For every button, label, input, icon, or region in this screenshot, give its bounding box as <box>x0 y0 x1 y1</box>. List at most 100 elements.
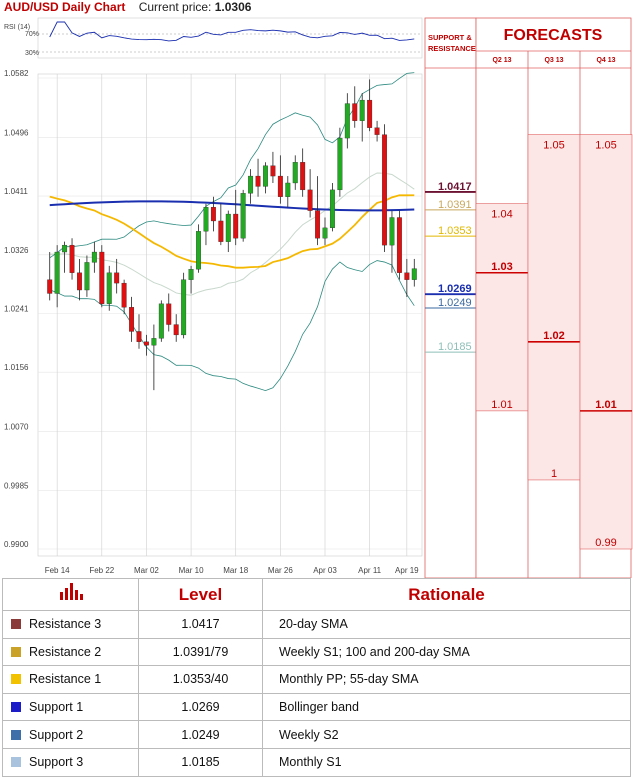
color-swatch <box>11 702 21 713</box>
sr-level-label: 1.0249 <box>438 297 472 309</box>
candle-body <box>62 244 68 253</box>
candle-body <box>181 279 187 336</box>
candle-body <box>129 307 135 332</box>
levels-header-row: Level Rationale <box>2 578 631 611</box>
candle-body <box>285 182 291 197</box>
color-swatch <box>11 757 21 768</box>
candle-body <box>84 262 90 291</box>
candle-body <box>307 189 313 211</box>
y-tick-label: 1.0156 <box>4 363 29 372</box>
rsi-tick-30: 30% <box>25 50 39 57</box>
candle-body <box>233 213 239 239</box>
candle-body <box>389 217 395 246</box>
color-swatch <box>11 646 21 657</box>
chart-header: AUD/USD Daily Chart Current price: 1.030… <box>4 0 251 14</box>
candle-body <box>77 272 82 291</box>
candle-body <box>106 272 112 304</box>
candle-body <box>151 338 157 346</box>
level-value: 1.0391/79 <box>138 637 263 667</box>
level-value: 1.0417 <box>138 610 263 639</box>
level-name-cell: Support 3 <box>2 747 139 777</box>
forecast-median: 1.03 <box>491 261 512 273</box>
candle-body <box>382 134 387 246</box>
level-name: Support 3 <box>29 755 84 770</box>
y-tick-label: 1.0326 <box>4 246 29 255</box>
forecast-range-bar <box>475 203 529 412</box>
candle-body <box>136 331 142 342</box>
candle-body <box>315 210 321 239</box>
level-value: 1.0353/40 <box>138 665 263 694</box>
candle-body <box>121 282 127 308</box>
level-rationale: Weekly S1; 100 and 200-day SMA <box>262 637 631 667</box>
sma-200-line <box>49 200 415 212</box>
candle-body <box>411 268 417 280</box>
level-value: 1.0269 <box>138 692 263 722</box>
forecast-title: FORECASTS <box>504 27 603 44</box>
x-tick-label: Apr 19 <box>395 566 419 575</box>
y-tick-label: 1.0582 <box>4 69 29 78</box>
plot-area <box>37 73 423 557</box>
table-row: Resistance 1 1.0353/40 Monthly PP; 55-day … <box>2 665 631 694</box>
level-col-header: Level <box>138 578 263 611</box>
candle-body <box>352 103 358 121</box>
price-chart: RSI (14) 70% 30% 1.0582 1.0496 1.0411 1.032… <box>4 17 633 578</box>
bar-chart-icon-glyph <box>59 583 83 600</box>
level-name: Support 2 <box>29 727 84 742</box>
candle-body <box>166 303 172 325</box>
candle-body <box>255 175 261 187</box>
price-label: Current price: <box>138 0 212 14</box>
rsi-tick-70: 70% <box>25 31 39 38</box>
y-tick-label: 1.0070 <box>4 423 29 432</box>
candle-body <box>396 217 402 273</box>
candle-body <box>300 162 306 191</box>
level-value: 1.0185 <box>138 747 263 777</box>
candle-body <box>158 303 164 339</box>
rationale-col-header: Rationale <box>262 578 631 611</box>
forecast-high: 1.04 <box>491 209 512 221</box>
forecast-median: 1.02 <box>543 330 564 342</box>
candle-body <box>54 251 60 294</box>
current-price: 1.0306 <box>214 0 252 14</box>
candle-body <box>270 165 276 177</box>
table-row: Support 2 1.0249 Weekly S2 <box>2 720 631 749</box>
x-tick-label: Mar 26 <box>268 566 293 575</box>
sr-title-1: SUPPORT & <box>428 33 472 42</box>
chart-title: AUD/USD Daily Chart <box>4 0 126 14</box>
candle-body <box>337 137 343 191</box>
table-row: Resistance 3 1.0417 20-day SMA <box>2 610 631 639</box>
forecast-high: 1.05 <box>543 140 564 152</box>
level-value: 1.0249 <box>138 720 263 749</box>
forecast-low: 1 <box>551 468 557 480</box>
color-swatch <box>11 729 21 740</box>
table-row: Support 1 1.0269 Bollinger band <box>2 692 631 722</box>
sr-level-label: 1.0417 <box>438 181 472 193</box>
bollinger-lower-line <box>49 260 415 392</box>
sr-title-2: RESISTANCE <box>428 44 476 53</box>
level-rationale: Bollinger band <box>262 692 631 722</box>
x-tick-label: Mar 02 <box>134 566 159 575</box>
forecast-range-bar <box>579 134 633 550</box>
x-tick-label: Apr 03 <box>313 566 337 575</box>
candle-body <box>91 251 97 263</box>
candle-body <box>374 127 380 135</box>
level-name-cell: Support 1 <box>2 692 139 722</box>
sr-level-label: 1.0391 <box>438 199 472 211</box>
candle-body <box>225 213 231 242</box>
candle-body <box>203 206 209 232</box>
y-tick-label: 1.0411 <box>4 187 28 196</box>
sr-level-label: 1.0269 <box>438 283 472 295</box>
levels-table: Level Rationale Resistance 3 1.0417 20-day… <box>2 578 631 777</box>
candle-body <box>329 189 335 229</box>
candle-body <box>322 227 328 239</box>
level-name: Resistance 3 <box>29 617 102 632</box>
sr-level-label: 1.0185 <box>438 341 472 353</box>
x-tick-label: Feb 14 <box>45 566 70 575</box>
level-name: Resistance 1 <box>29 672 102 687</box>
candle-body <box>367 99 373 128</box>
candle-body <box>277 175 283 197</box>
rsi-label: RSI (14) <box>4 24 30 31</box>
candle-body <box>188 269 194 280</box>
level-name-cell: Support 2 <box>2 720 139 749</box>
candle-body <box>210 206 216 222</box>
y-tick-label: 1.0496 <box>4 128 29 137</box>
